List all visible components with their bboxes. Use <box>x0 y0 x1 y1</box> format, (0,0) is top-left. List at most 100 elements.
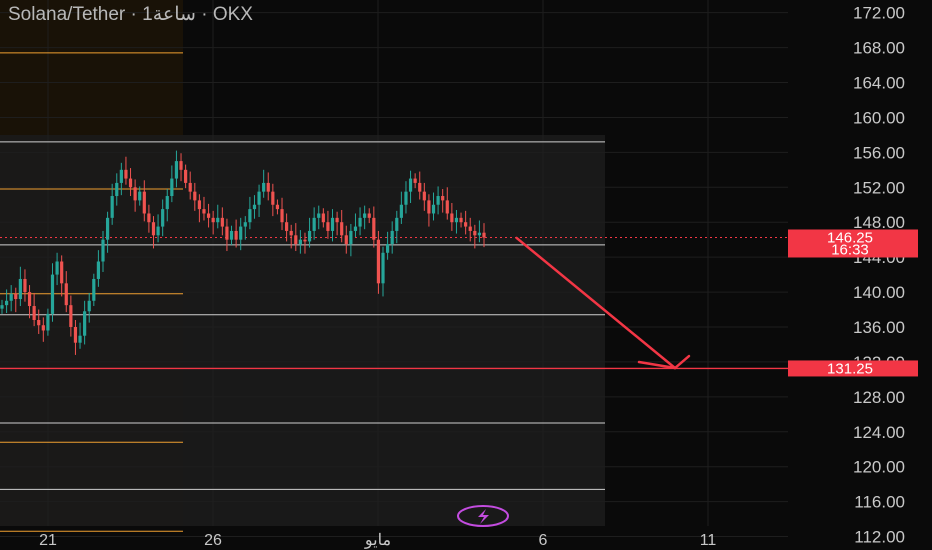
candle-body <box>92 278 96 301</box>
candle-body <box>372 217 376 240</box>
y-tick-label: 160.00 <box>853 108 905 127</box>
candle-body <box>340 222 344 236</box>
candle-body <box>330 217 335 231</box>
candle-body <box>266 182 270 192</box>
y-tick-label: 120.00 <box>853 458 905 477</box>
candle-body <box>9 293 13 301</box>
candle-body <box>353 226 358 231</box>
candle-body <box>477 232 482 236</box>
candle-body <box>184 169 188 183</box>
candle-body <box>468 226 472 231</box>
y-tick-label: 124.00 <box>853 423 905 442</box>
candle-body <box>220 217 224 227</box>
x-tick-label: 26 <box>204 532 222 549</box>
candle-body <box>312 217 316 231</box>
candle-body <box>234 230 238 240</box>
candle-body <box>101 239 105 262</box>
candle-body <box>193 191 197 201</box>
candle-body <box>202 209 206 214</box>
candle-body <box>482 232 486 238</box>
candle-body <box>450 213 454 223</box>
candle-body <box>0 305 4 309</box>
candle-body <box>115 182 119 197</box>
candle-body <box>248 209 252 223</box>
candle-body <box>298 239 302 245</box>
candle-body <box>404 191 408 205</box>
candle-body <box>206 213 211 218</box>
y-axis: 172.00 168.00 164.00 160.00 156.00 152.00 148.… <box>853 4 905 547</box>
bolt-logo-icon[interactable] <box>457 505 509 527</box>
x-tick-label: 6 <box>539 532 548 549</box>
candle-body <box>83 311 87 336</box>
target-price-label: 131.25 <box>788 360 918 377</box>
y-tick-label: 152.00 <box>853 178 905 197</box>
candle-body <box>41 325 45 331</box>
candle-body <box>23 278 27 293</box>
candle-body <box>78 335 82 343</box>
candle-body <box>243 222 247 227</box>
candle-body <box>422 191 426 201</box>
candle-body <box>285 222 289 231</box>
candle-body <box>188 182 192 192</box>
candle-body <box>151 222 156 236</box>
candle-body <box>4 300 9 306</box>
projection-arrow-head <box>637 360 677 370</box>
projection-arrow[interactable] <box>515 236 691 370</box>
candle-body <box>445 200 449 214</box>
candle-body <box>317 213 321 218</box>
candle-body <box>376 239 381 284</box>
candle-body <box>427 200 431 214</box>
candle-body <box>413 178 417 183</box>
candle-body <box>161 209 165 227</box>
candle-body <box>55 261 59 275</box>
candle-body <box>197 200 201 210</box>
y-tick-label: 168.00 <box>853 39 905 58</box>
candle-body <box>289 230 293 236</box>
y-tick-label: 156.00 <box>853 143 905 162</box>
y-tick-label: 164.00 <box>853 74 905 93</box>
candle-body <box>170 178 174 197</box>
candle-body <box>73 326 78 343</box>
target-price-value: 131.25 <box>827 360 873 377</box>
candle-body <box>64 283 68 306</box>
candle-body <box>395 217 399 231</box>
target-price-label-bg <box>788 360 918 377</box>
y-tick-label: 128.00 <box>853 388 905 407</box>
candle-body <box>211 217 215 223</box>
y-tick-label: 116.00 <box>854 493 905 512</box>
candle-body <box>142 191 146 214</box>
candle-body <box>335 217 339 223</box>
candle-body <box>87 300 91 312</box>
projection-arrow-head <box>673 354 691 370</box>
candle-body <box>147 213 151 223</box>
candle-body <box>275 204 280 210</box>
candle-body <box>229 230 234 240</box>
candle-body <box>349 230 353 245</box>
current-price-value: 146.25 <box>827 229 873 246</box>
candle-body <box>105 217 110 240</box>
candle-body <box>271 191 275 205</box>
candle-body <box>303 239 307 242</box>
candle-body <box>156 226 160 236</box>
x-axis: 21 26 مايو 6 11 <box>39 532 716 549</box>
x-tick-label: 11 <box>700 532 717 549</box>
candle-body <box>18 278 22 300</box>
x-tick-label: مايو <box>364 532 391 549</box>
candle-body <box>96 261 100 279</box>
y-tick-label: 172.00 <box>853 4 905 23</box>
range-box <box>0 135 605 526</box>
candle-body <box>179 161 183 170</box>
level-lines <box>0 52 605 532</box>
candle-body <box>436 196 440 205</box>
candle-body <box>257 191 261 205</box>
candle-body <box>32 306 36 321</box>
candle-body <box>69 305 73 327</box>
candle-body <box>124 169 128 179</box>
candle-body <box>110 196 114 218</box>
candle-body <box>363 213 367 218</box>
current-price-label-bg <box>788 229 918 258</box>
candle-body <box>239 226 243 240</box>
candle-body <box>390 230 394 245</box>
